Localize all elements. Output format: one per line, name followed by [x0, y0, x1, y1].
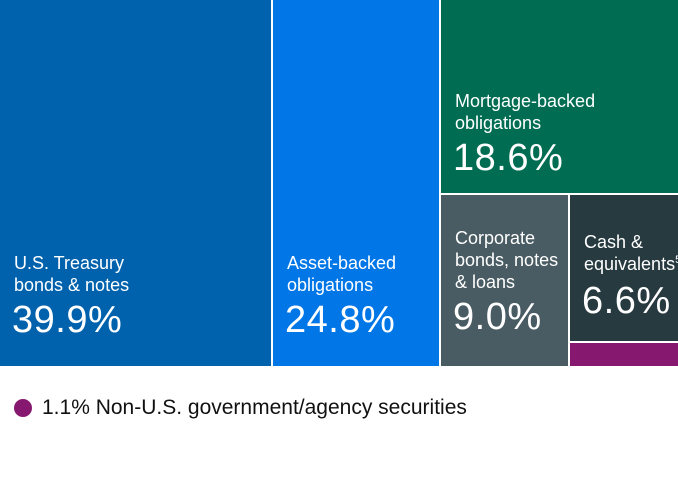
- treemap-chart: U.S. Treasury bonds & notes 39.9% Asset-bac…: [0, 0, 678, 366]
- legend-dot: [14, 399, 32, 417]
- tile-label: Asset-backed obligations: [287, 252, 431, 296]
- tile-label-line: Mortgage-backed: [455, 91, 596, 111]
- tile-value: 24.8%: [285, 299, 396, 341]
- tile-label-line: U.S. Treasury: [14, 253, 125, 273]
- tile-label: Corporate bonds, notes & loans: [455, 227, 560, 293]
- tile-value: 39.9%: [12, 299, 123, 341]
- tile-label-line: obligations: [287, 275, 374, 295]
- tile-label-line: & loans: [455, 272, 516, 292]
- tile-corporate: Corporate bonds, notes & loans 9.0%: [441, 195, 568, 366]
- legend: 1.1% Non-U.S. government/agency securiti…: [14, 396, 467, 420]
- tile-value: 18.6%: [453, 137, 564, 179]
- tile-label-line: Corporate: [455, 228, 536, 248]
- footnote-marker: 5: [675, 254, 678, 266]
- tile-asset-backed: Asset-backed obligations 24.8%: [273, 0, 439, 366]
- tile-label-line: Cash &: [584, 232, 644, 252]
- legend-text: 1.1% Non-U.S. government/agency securiti…: [42, 396, 467, 419]
- tile-us-treasury: U.S. Treasury bonds & notes 39.9%: [0, 0, 271, 366]
- tile-label-line: Asset-backed: [287, 253, 397, 273]
- tile-value: 6.6%: [582, 280, 671, 322]
- tile-label: Mortgage-backed obligations: [455, 90, 670, 134]
- tile-label-line: obligations: [455, 113, 542, 133]
- tile-label: Cash &equivalents5: [584, 231, 678, 275]
- tile-value: 9.0%: [453, 296, 542, 338]
- tile-label-line: bonds, notes: [455, 250, 559, 270]
- tile-cash-equivalents: Cash &equivalents5 6.6%: [570, 195, 678, 341]
- tile-label-line: equivalents5: [584, 253, 678, 275]
- tile-label-line: bonds & notes: [14, 275, 130, 295]
- tile-label: U.S. Treasury bonds & notes: [14, 252, 263, 296]
- tile-mortgage-backed: Mortgage-backed obligations 18.6%: [441, 0, 678, 193]
- tile-non-us-government: [570, 343, 678, 366]
